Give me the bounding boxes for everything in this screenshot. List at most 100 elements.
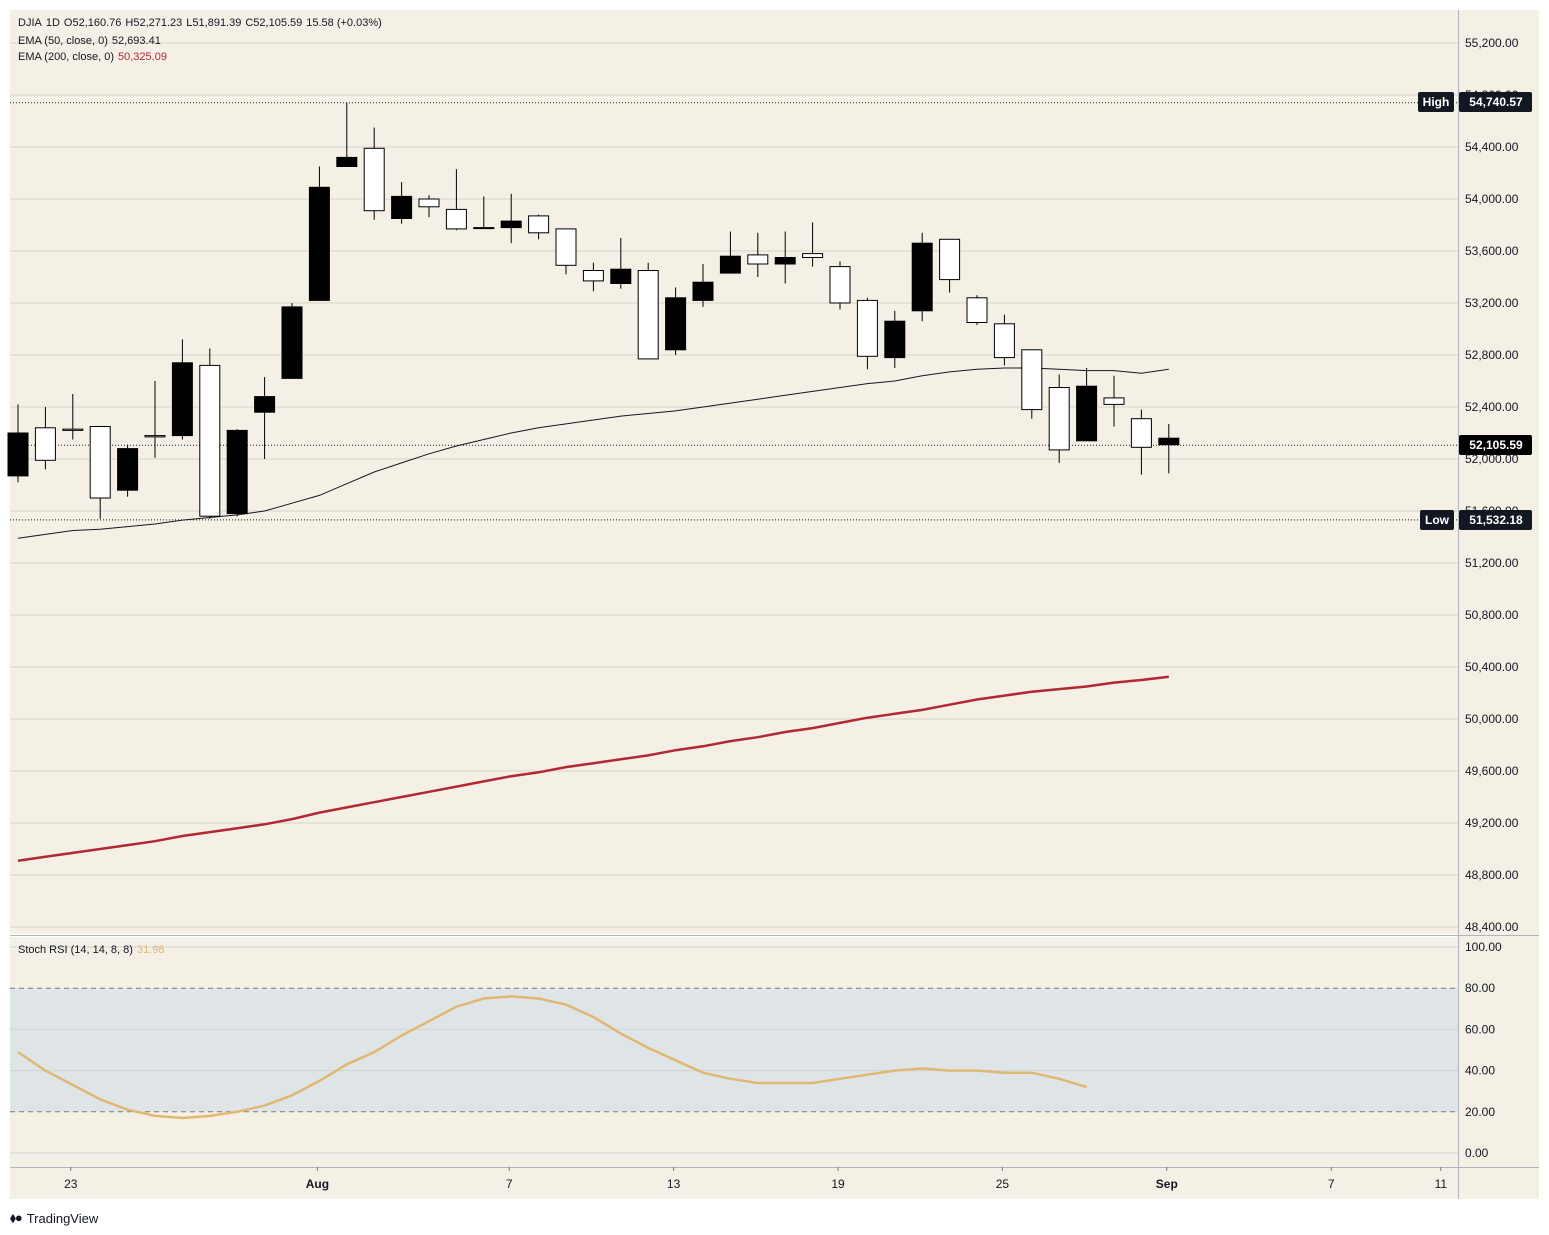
candle [7,404,29,483]
price-tick-label: 50,400.00 [1465,660,1519,674]
low-value-tag [1459,510,1532,530]
stoch-legend[interactable]: Stoch RSI (14, 14, 8, 8) 31.98 [18,944,168,956]
candle-body-down [7,432,29,477]
candle [391,182,413,224]
ema200-legend[interactable]: EMA (200, close, 0) 50,325.09 [18,51,171,63]
price-tick-label: 54,000.00 [1465,192,1519,206]
candle [528,214,550,240]
time-tick-label: 13 [667,1177,681,1191]
price-tick-label: 50,800.00 [1465,608,1519,622]
time-tick-label: 19 [831,1177,845,1191]
time-axis-bg[interactable] [10,1167,1539,1199]
candle-body-up [993,323,1015,359]
candle-body-down [884,320,906,359]
candle [500,193,522,244]
ema200-legend-value: 50,325.09 [118,51,167,63]
candle [966,295,988,326]
candle [1076,368,1098,442]
candle-body-down [254,396,276,413]
candle-body-up [62,428,84,431]
low-label-text: Low [1425,513,1450,527]
price-tick-label: 53,600.00 [1465,244,1519,258]
candle-body-down [226,429,248,515]
time-tick-label: Aug [306,1177,329,1191]
grid [10,10,1539,1199]
stoch-legend-label: Stoch RSI (14, 14, 8, 8) [18,944,133,956]
time-tick-label: Sep [1156,1177,1178,1191]
candle-body-down [911,242,933,312]
candle [911,232,933,322]
high-low-lines [10,102,1458,521]
candle [610,238,632,289]
stoch-tick-label: 100.00 [1465,940,1502,954]
close-value-text: 52,105.59 [1469,438,1523,452]
price-tick-label: 53,200.00 [1465,296,1519,310]
price-tick-label: 52,400.00 [1465,400,1519,414]
candle-body-up [445,208,467,230]
candle-body-up [1103,397,1125,405]
candle-body-down [774,257,796,265]
price-tick-label: 49,600.00 [1465,764,1519,778]
overbought-oversold-band [10,988,1458,1112]
ohlc-legend: DJIA 1D O52,160.76 H52,271.23 L51,891.39 C52,… [18,17,386,29]
candle [582,262,604,292]
candle [62,394,84,440]
candle [34,407,56,470]
candle [473,196,495,230]
candle [199,348,221,519]
candle-body-down [665,297,687,351]
ema50-legend[interactable]: EMA (50, close, 0) 52,693.41 [18,35,165,47]
stoch-tick-label: 60.00 [1465,1022,1495,1036]
candle [308,166,330,301]
high-label-text: High [1423,95,1450,109]
low-label-tag [1420,510,1454,530]
legend-open: O52,160.76 [63,17,122,29]
candle-body-down [1158,437,1180,446]
stoch-tick-label: 40.00 [1465,1064,1495,1078]
candle-body-up [829,266,851,304]
tradingview-logo-icon: ⬧● [10,1210,23,1225]
tradingview-brand[interactable]: ⬧● TradingView [10,1210,98,1226]
time-tick-label: 25 [996,1177,1010,1191]
ema200-legend-label: EMA (200, close, 0) [18,51,114,63]
candle [281,303,303,379]
candle-body-down [500,220,522,229]
candle [884,310,906,368]
candle-body-up [939,238,961,281]
candle [89,426,111,519]
candle [254,377,276,459]
candle-body-up [747,254,769,265]
candle [171,339,193,440]
ema50-legend-label: EMA (50, close, 0) [18,35,108,47]
stoch-rsi-line [17,995,1087,1120]
price-tick-label: 48,400.00 [1465,920,1519,934]
candle [1103,375,1125,427]
candle [1048,374,1070,463]
legend-high: H52,271.23 [125,17,183,29]
candle-body-up [528,215,550,234]
time-tick-label: 7 [506,1177,513,1191]
price-axis-bg[interactable] [1458,10,1539,1167]
main-pane-bg [10,10,1458,934]
stoch-rsi-path [17,995,1087,1120]
candle [993,314,1015,366]
candle [1130,409,1152,475]
candle-body-up [966,297,988,323]
price-tick-label: 49,200.00 [1465,816,1519,830]
price-tick-label: 51,200.00 [1465,556,1519,570]
candle-body-down [336,156,358,167]
candle [117,444,139,497]
candle-body-up [856,299,878,357]
legend-change: 15.58 (+0.03%) [306,17,382,29]
candle [747,232,769,277]
price-tick-label: 50,000.00 [1465,712,1519,726]
stoch-tick-label: 0.00 [1465,1146,1489,1160]
stoch-tick-label: 20.00 [1465,1105,1495,1119]
legend-symbol: DJIA [18,17,42,29]
candle [555,228,577,275]
legend-interval: 1D [45,17,60,29]
legend-low: L51,891.39 [186,17,242,29]
candle-body-down [391,195,413,219]
candle-body-up [473,227,495,230]
